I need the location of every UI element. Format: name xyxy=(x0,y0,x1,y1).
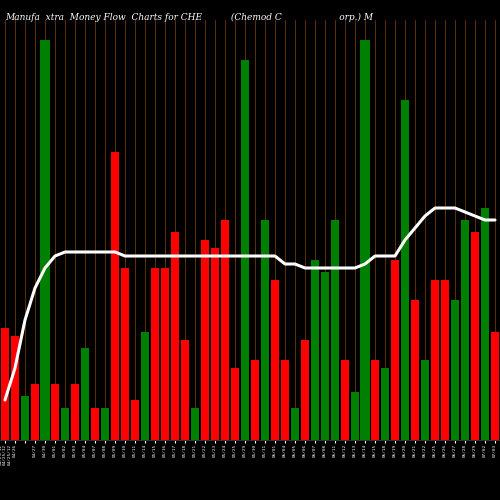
Text: Manufa  xtra  Money Flow  Charts for CHE          (Chemod C                    o: Manufa xtra Money Flow Charts for CHE (C… xyxy=(5,12,373,22)
Bar xyxy=(291,408,299,440)
Bar xyxy=(171,232,179,440)
Bar xyxy=(351,392,359,440)
Bar xyxy=(101,408,109,440)
Bar xyxy=(81,348,89,440)
Bar xyxy=(421,360,429,440)
Bar xyxy=(382,368,389,440)
Bar xyxy=(261,220,269,440)
Bar xyxy=(52,384,59,440)
Bar xyxy=(431,280,439,440)
Bar xyxy=(231,368,239,440)
Bar xyxy=(331,220,339,440)
Bar xyxy=(142,332,149,440)
Bar xyxy=(21,396,29,440)
Bar xyxy=(211,248,219,440)
Bar xyxy=(11,336,19,440)
Bar xyxy=(461,220,469,440)
Bar xyxy=(442,280,449,440)
Bar xyxy=(191,408,199,440)
Bar xyxy=(311,260,319,440)
Bar xyxy=(341,360,349,440)
Bar xyxy=(281,360,289,440)
Bar xyxy=(301,340,309,440)
Bar xyxy=(241,60,249,440)
Bar xyxy=(221,220,229,440)
Bar xyxy=(121,268,129,440)
Bar xyxy=(72,384,79,440)
Bar xyxy=(481,208,489,440)
Bar xyxy=(131,400,139,440)
Bar xyxy=(91,408,99,440)
Bar xyxy=(451,300,459,440)
Bar xyxy=(360,40,370,440)
Bar xyxy=(391,260,399,440)
Bar xyxy=(201,240,209,440)
Bar xyxy=(411,300,419,440)
Bar xyxy=(252,360,259,440)
Bar xyxy=(151,268,159,440)
Bar xyxy=(161,268,169,440)
Bar xyxy=(40,40,50,440)
Bar xyxy=(1,328,9,440)
Bar xyxy=(181,340,189,440)
Bar xyxy=(111,152,119,440)
Bar xyxy=(61,408,69,440)
Bar xyxy=(31,384,39,440)
Bar xyxy=(401,100,409,440)
Bar xyxy=(471,232,479,440)
Bar xyxy=(491,332,499,440)
Bar xyxy=(271,280,279,440)
Bar xyxy=(371,360,379,440)
Bar xyxy=(321,272,329,440)
